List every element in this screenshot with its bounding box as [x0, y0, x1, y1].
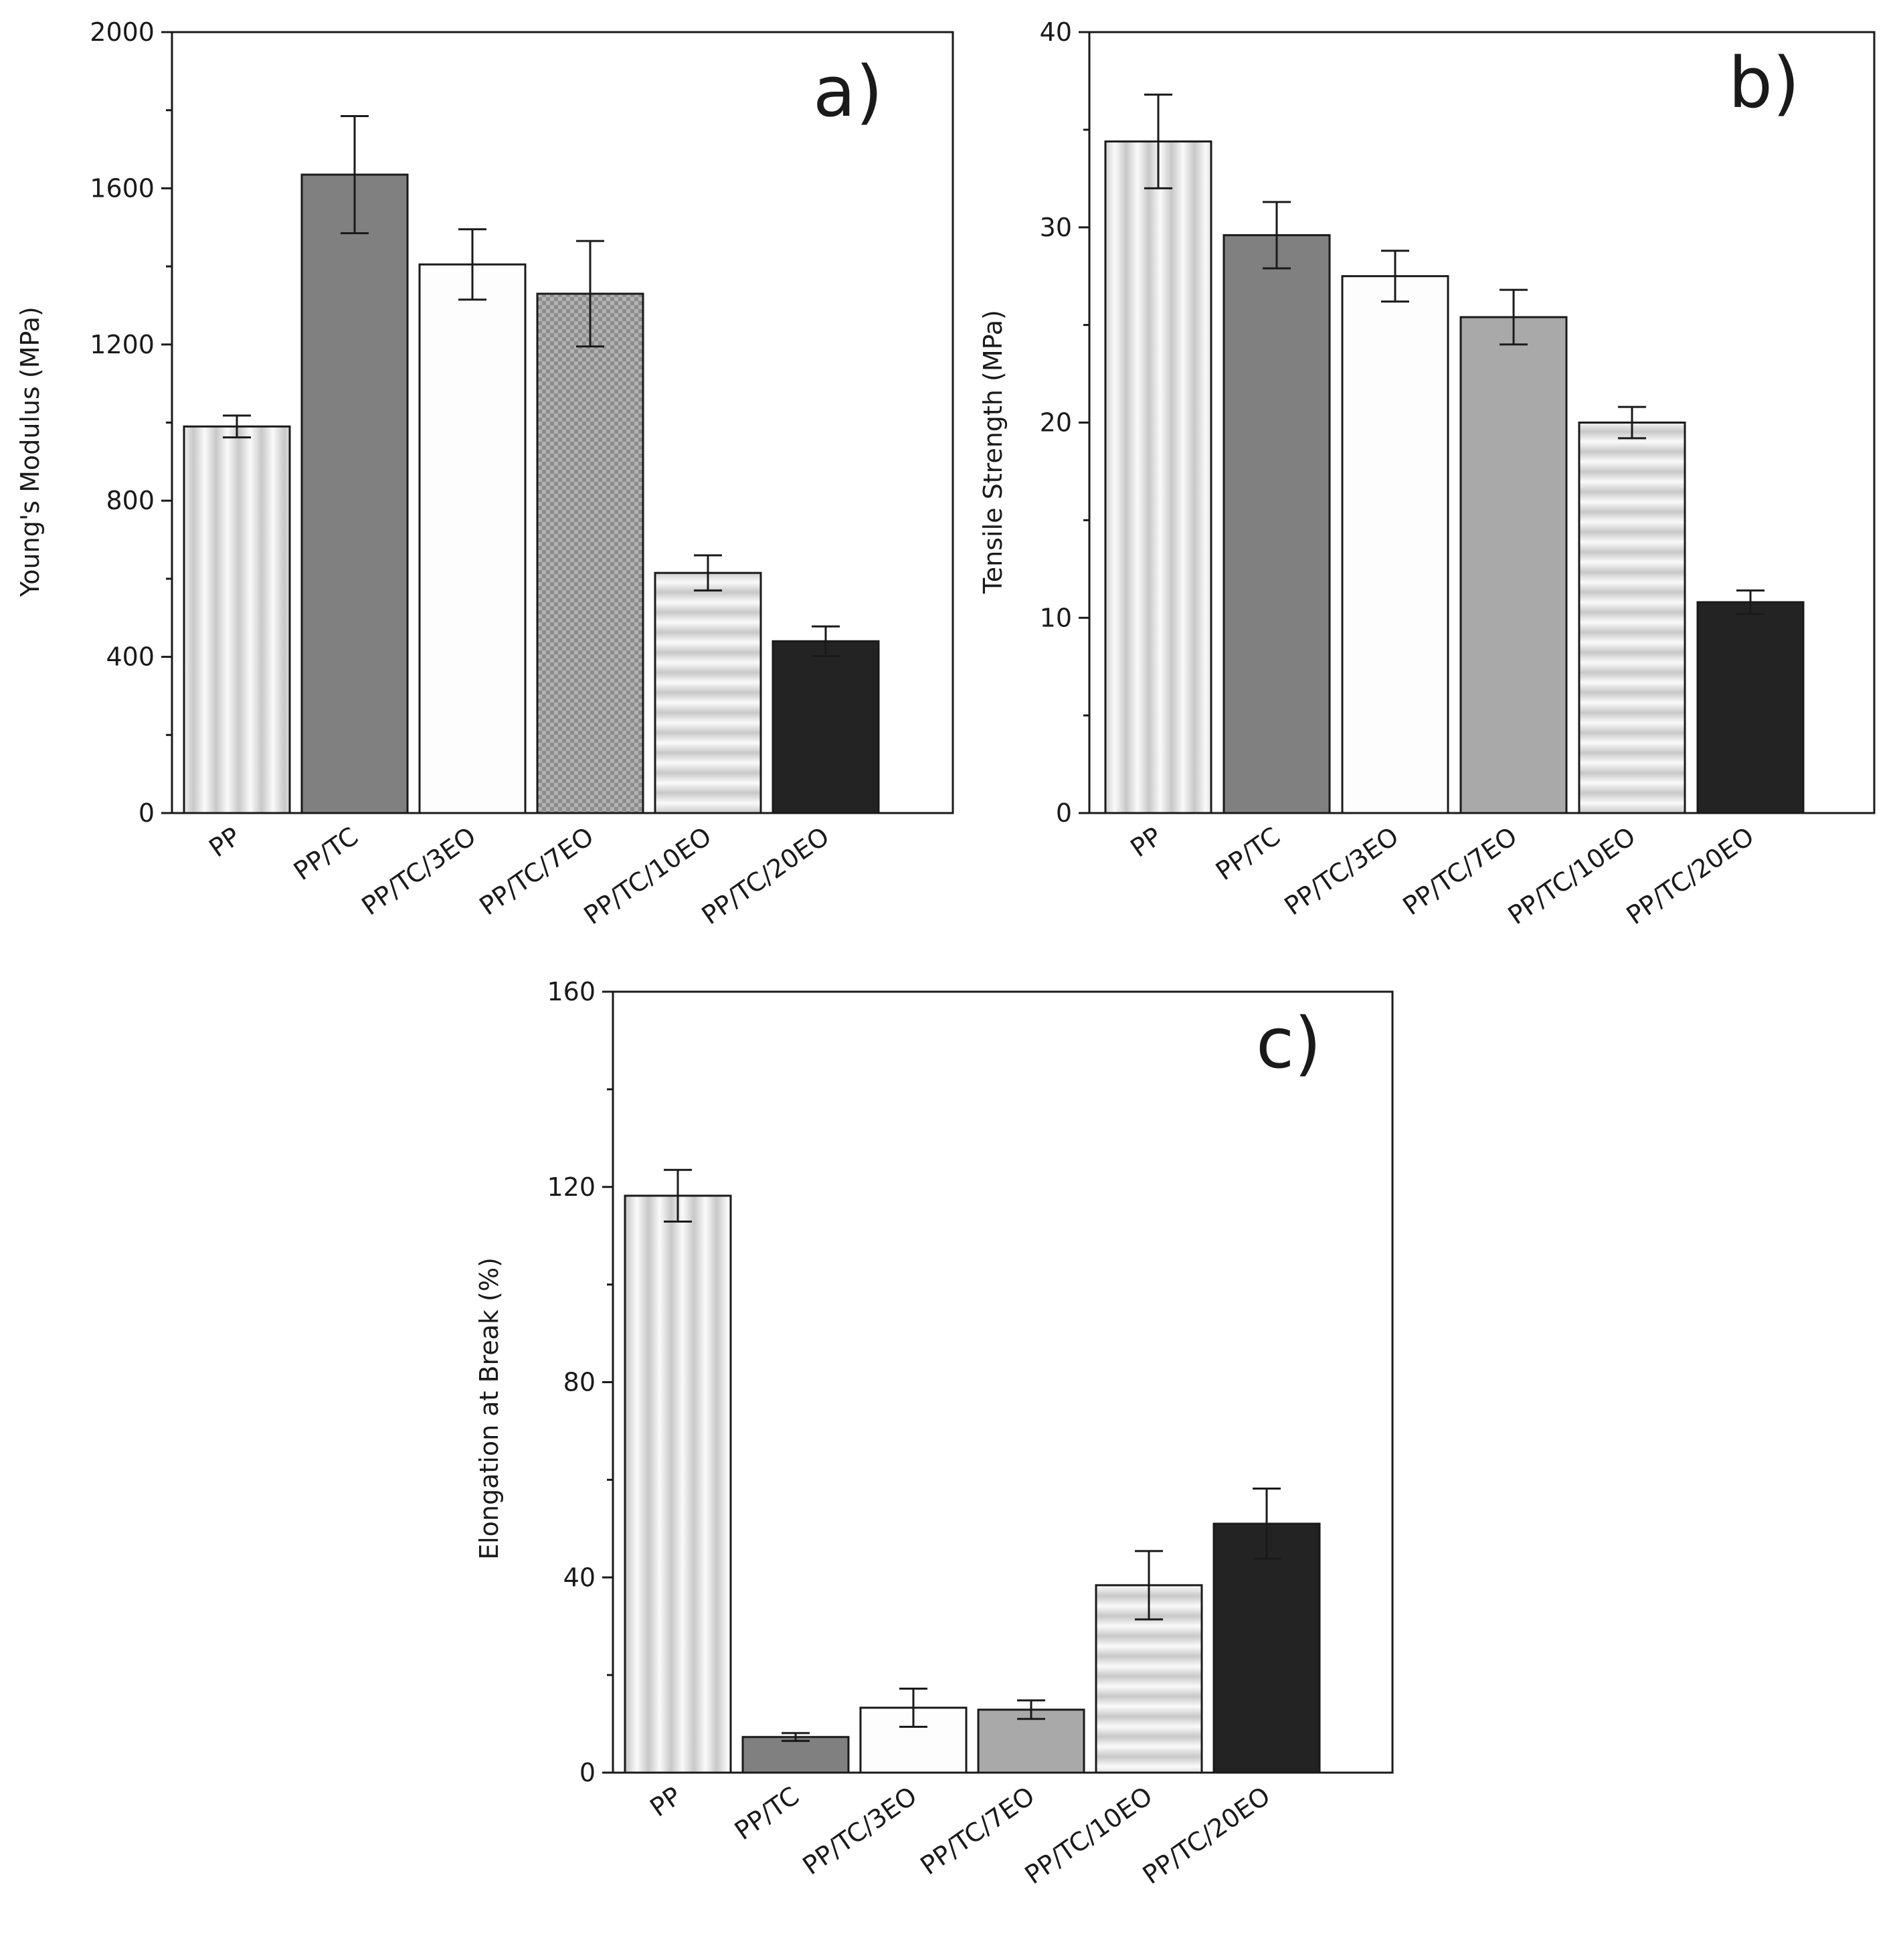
panel-a-plot-frame [171, 31, 954, 814]
panel-a-bar-pp-tc-3eo [418, 263, 527, 814]
panel-b-bar-pp-tc-3eo [1341, 275, 1449, 814]
panel-a-bar-pp-tc [300, 173, 409, 814]
panel-b-x-tick-label: PP/TC/20EO [1621, 821, 1759, 930]
panel-b-y-tick-label: 40 [1040, 17, 1072, 47]
panel-c-bar-pp-tc [741, 1736, 850, 1774]
panel-a-error-bar-pp-tc-10eo [694, 554, 722, 592]
panel-b-bar-pp-tc-10eo [1578, 422, 1686, 814]
panel-b-y-tick-label: 0 [1056, 798, 1072, 828]
panel-c-y-tick-label: 0 [579, 1758, 596, 1787]
panel-a-error-bar-pp-tc-20eo [812, 625, 840, 657]
panel-a-bar-pp-tc-10eo [654, 571, 762, 814]
panel-c-x-tick-label: PP/TC/3EO [798, 1781, 923, 1880]
panel-b-bar-pp-tc-7eo [1459, 316, 1568, 814]
panel-b-ylabel: Tensile Strength (MPa) [978, 310, 1008, 594]
panel-a-bar-pp [183, 425, 291, 814]
panel-c-error-bar-pp [664, 1168, 692, 1223]
panel-c-plot-frame [612, 990, 1394, 1774]
panel-a-y-tick-label: 1600 [90, 173, 155, 203]
panel-b-error-bar-pp-tc-10eo [1618, 406, 1646, 440]
panel-b-x-tick-label: PP/TC/10EO [1503, 821, 1641, 930]
panel-a-bar-pp-tc-7eo [536, 292, 644, 814]
panel-a-bar-pp-tc-20eo [772, 640, 880, 814]
panel-c-error-bar-pp-tc-7eo [1017, 1699, 1045, 1720]
panel-b-error-bar-pp-tc-20eo [1736, 589, 1765, 615]
panel-b-error-bar-pp-tc-3eo [1381, 250, 1409, 303]
panel-c-error-bar-pp-tc-20eo [1253, 1488, 1281, 1561]
panel-b-bar-pp-tc-20eo [1696, 601, 1805, 814]
panel-a-y-tick-label: 1200 [90, 330, 155, 359]
panel-b-y-tick-label: 20 [1040, 408, 1072, 438]
panel-a-y-tick-label: 2000 [90, 17, 155, 47]
panel-a-x-tick-label: PP/TC/10EO [579, 821, 717, 930]
panel-a-x-tick-label: PP/TC/20EO [697, 821, 834, 930]
panel-c-error-bar-pp-tc-10eo [1135, 1550, 1163, 1621]
panel-a-letter: a) [813, 51, 883, 132]
panel-c-bar-pp [624, 1194, 732, 1774]
panel-b: Tensile Strength (MPa) b) 0 10 20 30 40 PP PP/… [978, 17, 1876, 930]
panel-a-error-bar-pp-tc-7eo [576, 240, 604, 348]
panel-c-x-tick-label: PP [644, 1781, 687, 1822]
panel-b-x-tick-label: PP/TC [1210, 821, 1285, 886]
panel-c-y-tick-label: 40 [563, 1563, 596, 1592]
panel-b-bar-pp [1104, 140, 1212, 814]
panel-c-x-tick-label: PP/TC [729, 1781, 804, 1846]
panel-b-letter: b) [1728, 42, 1800, 124]
panel-b-x-tick-label: PP/TC/3EO [1279, 821, 1405, 921]
panel-c-y-tick-label: 80 [563, 1368, 596, 1397]
panel-c-bar-pp-tc-20eo [1212, 1522, 1321, 1774]
panel-c-x-tick-label: PP/TC/20EO [1138, 1781, 1275, 1890]
panel-b-error-bar-pp [1144, 93, 1172, 189]
panel-a-ylabel: Young's Modulus (MPa) [15, 306, 45, 598]
panel-c-error-bar-pp-tc [782, 1732, 810, 1743]
panel-b-plot-frame [1088, 31, 1876, 814]
panel-c-y-tick-label: 160 [547, 977, 596, 1006]
panel-c: Elongation at Break (%) c) 0 40 80 120 160 PP… [474, 977, 1394, 1890]
panel-c-bar-pp-tc-7eo [977, 1708, 1085, 1774]
panel-a-error-bar-pp-tc [341, 114, 369, 235]
panel-a: Young's Modulus (MPa) a) 0 400 800 1200 1600… [15, 17, 954, 930]
panel-a-error-bar-pp-tc-3eo [458, 228, 486, 301]
panel-c-ylabel: Elongation at Break (%) [474, 1257, 504, 1560]
panel-c-x-tick-label: PP/TC/10EO [1020, 1781, 1158, 1890]
panel-a-x-tick-label: PP [203, 821, 246, 863]
panel-a-y-tick-label: 800 [106, 486, 155, 515]
panel-a-x-tick-label: PP/TC [288, 821, 363, 886]
panel-a-error-bar-pp [223, 414, 251, 439]
panel-c-error-bar-pp-tc-3eo [899, 1688, 927, 1728]
panel-b-bar-pp-tc [1223, 234, 1331, 814]
panel-a-y-tick-label: 0 [139, 798, 155, 828]
panel-c-y-tick-label: 120 [547, 1172, 596, 1202]
panel-b-y-tick-label: 30 [1040, 213, 1072, 242]
panel-a-y-tick-label: 400 [106, 642, 155, 672]
panel-b-error-bar-pp-tc-7eo [1500, 288, 1528, 346]
panel-a-x-tick-label: PP/TC/3EO [357, 821, 482, 921]
panel-b-y-tick-label: 10 [1040, 603, 1072, 632]
panel-b-error-bar-pp-tc [1263, 201, 1291, 270]
panel-c-letter: c) [1256, 1002, 1322, 1084]
panel-b-x-tick-label: PP [1125, 821, 1167, 863]
